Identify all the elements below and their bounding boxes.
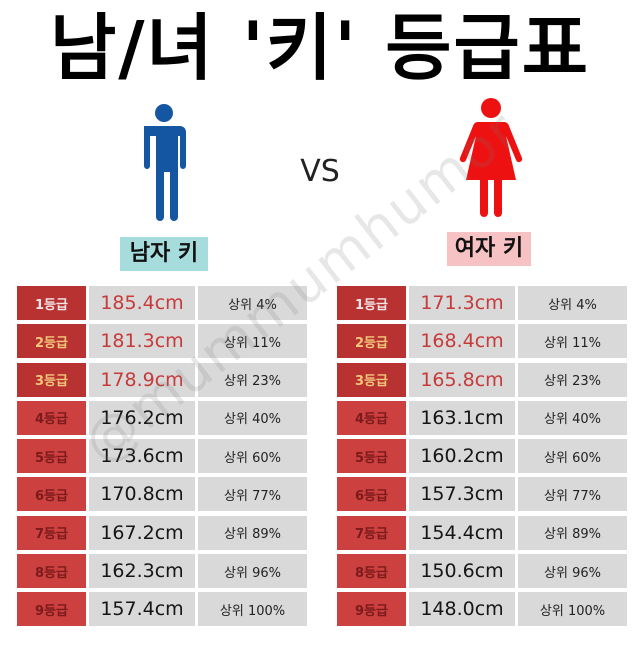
height-cell: 167.2cm [89,515,195,550]
grade-cell: 4등급 [17,400,86,435]
table-row: 4등급 176.2cm 상위 40% [17,400,307,435]
table-row: 8등급 162.3cm 상위 96% [17,554,307,589]
grade-cell: 7등급 [337,515,406,550]
table-row: 2등급 181.3cm 상위 11% [17,324,307,359]
percentile-cell: 상위 60% [198,439,307,474]
percentile-cell: 상위 100% [198,592,307,627]
percentile-cell: 상위 4% [198,286,307,320]
height-cell: 178.9cm [89,362,195,397]
grade-cell: 2등급 [337,324,406,359]
table-row: 8등급 150.6cm 상위 96% [337,554,627,589]
percentile-cell: 상위 60% [518,439,627,474]
height-cell: 162.3cm [89,554,195,589]
percentile-cell: 상위 89% [518,515,627,550]
table-row: 1등급 185.4cm 상위 4% [17,286,307,320]
percentile-cell: 상위 77% [198,477,307,512]
percentile-cell: 상위 11% [518,324,627,359]
table-row: 7등급 167.2cm 상위 89% [17,515,307,550]
female-height-label: 여자 키 [447,232,531,266]
percentile-cell: 상위 96% [198,554,307,589]
table-row: 7등급 154.4cm 상위 89% [337,515,627,550]
height-cell: 171.3cm [409,286,515,320]
percentile-cell: 상위 23% [198,362,307,397]
female-figure-icon [459,98,523,217]
table-row: 3등급 178.9cm 상위 23% [17,362,307,397]
percentile-cell: 상위 77% [518,477,627,512]
table-row: 9등급 148.0cm 상위 100% [337,592,627,627]
height-cell: 176.2cm [89,400,195,435]
height-cell: 148.0cm [409,592,515,627]
percentile-cell: 상위 89% [198,515,307,550]
male-height-table: 1등급 185.4cm 상위 4% 2등급 181.3cm 상위 11% 3등급… [17,286,307,631]
page-title: 남/녀 '키' 등급표 [50,6,590,90]
table-row: 1등급 171.3cm 상위 4% [337,286,627,320]
percentile-cell: 상위 40% [198,400,307,435]
grade-cell: 2등급 [17,324,86,359]
table-row: 6등급 157.3cm 상위 77% [337,477,627,512]
vs-label: VS [300,154,340,189]
grade-cell: 5등급 [17,439,86,474]
female-height-table: 1등급 171.3cm 상위 4% 2등급 168.4cm 상위 11% 3등급… [337,286,627,631]
grade-cell: 6등급 [337,477,406,512]
grade-cell: 5등급 [337,439,406,474]
percentile-cell: 상위 23% [518,362,627,397]
percentile-cell: 상위 100% [518,592,627,627]
grade-cell: 7등급 [17,515,86,550]
percentile-cell: 상위 96% [518,554,627,589]
table-row: 9등급 157.4cm 상위 100% [17,592,307,627]
height-cell: 160.2cm [409,439,515,474]
grade-cell: 4등급 [337,400,406,435]
height-cell: 165.8cm [409,362,515,397]
height-cell: 150.6cm [409,554,515,589]
percentile-cell: 상위 4% [518,286,627,320]
table-row: 3등급 165.8cm 상위 23% [337,362,627,397]
table-row: 6등급 170.8cm 상위 77% [17,477,307,512]
grade-cell: 6등급 [17,477,86,512]
grade-cell: 3등급 [17,362,86,397]
percentile-cell: 상위 40% [518,400,627,435]
male-figure-icon [144,104,186,221]
grade-cell: 8등급 [337,554,406,589]
grade-cell: 9등급 [17,592,86,627]
height-cell: 170.8cm [89,477,195,512]
height-cell: 173.6cm [89,439,195,474]
height-cell: 157.4cm [89,592,195,627]
height-cell: 181.3cm [89,324,195,359]
table-row: 4등급 163.1cm 상위 40% [337,400,627,435]
grade-cell: 1등급 [337,286,406,320]
grade-cell: 9등급 [337,592,406,627]
table-row: 5등급 160.2cm 상위 60% [337,439,627,474]
height-cell: 157.3cm [409,477,515,512]
height-cell: 154.4cm [409,515,515,550]
table-row: 2등급 168.4cm 상위 11% [337,324,627,359]
table-row: 5등급 173.6cm 상위 60% [17,439,307,474]
grade-cell: 1등급 [17,286,86,320]
percentile-cell: 상위 11% [198,324,307,359]
grade-cell: 3등급 [337,362,406,397]
male-height-label: 남자 키 [120,237,208,271]
height-cell: 185.4cm [89,286,195,320]
height-cell: 168.4cm [409,324,515,359]
height-cell: 163.1cm [409,400,515,435]
grade-cell: 8등급 [17,554,86,589]
